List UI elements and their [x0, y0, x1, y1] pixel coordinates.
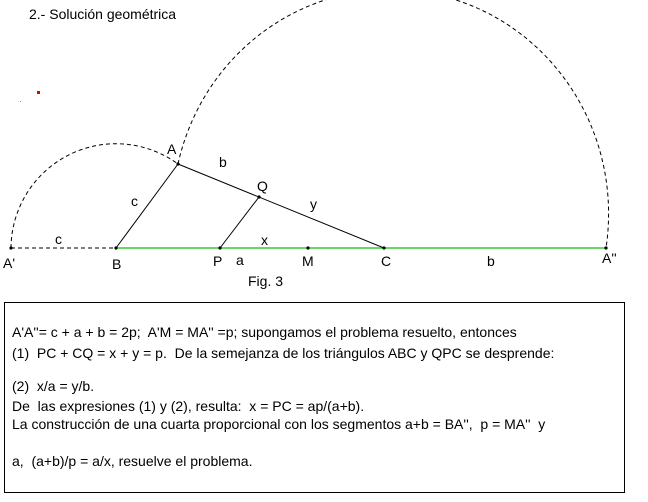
point [604, 246, 608, 250]
text-box [4, 302, 625, 493]
label: b [219, 154, 227, 170]
large-arc [177, 0, 610, 249]
point [218, 246, 222, 250]
segment-ab [115, 163, 179, 249]
small-arc [10, 143, 179, 249]
text-line: De las expresiones (1) y (2), resulta: x… [12, 398, 364, 414]
red-dot [37, 91, 40, 94]
label: P [213, 253, 222, 269]
text-line: A'A''= c + a + b = 2p; A'M = MA'' =p; su… [12, 324, 517, 340]
figure [10, 0, 610, 249]
points [9, 162, 608, 250]
segment-ac [177, 163, 385, 249]
text-line: a, (a+b)/p = a/x, resuelve el problema. [12, 453, 252, 469]
point [306, 246, 310, 250]
text-line: (1) PC + CQ = x + y = p. De la semejanza… [12, 345, 554, 361]
label: b [487, 253, 495, 269]
label: M [302, 253, 314, 269]
point [257, 195, 261, 199]
caption: Fig. 3 [248, 273, 283, 289]
label: c [55, 231, 62, 247]
point [382, 246, 386, 250]
label: a [236, 252, 244, 268]
dot [20, 101, 21, 102]
label: y [310, 196, 317, 212]
label: c [131, 193, 138, 209]
label: A [167, 141, 177, 157]
point [176, 162, 180, 166]
point [114, 246, 118, 250]
label: A' [3, 255, 15, 271]
point [9, 246, 13, 250]
label: B [112, 256, 121, 272]
text-line: (2) x/a = y/b. [12, 378, 94, 394]
title: 2.- Solución geométrica [29, 6, 176, 22]
label: A'' [602, 250, 617, 266]
segment-pq [219, 196, 260, 249]
label: C [381, 253, 391, 269]
label: Q [257, 178, 268, 194]
text-line: La construcción de una cuarta proporcion… [12, 416, 545, 432]
label: x [261, 232, 268, 248]
